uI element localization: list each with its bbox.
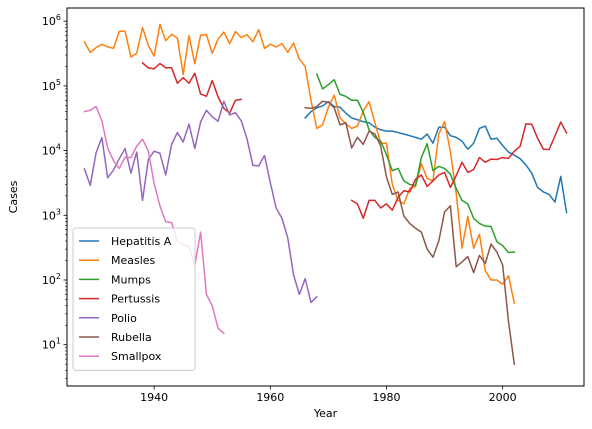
legend-box — [72, 227, 196, 371]
series-line-polio — [83, 100, 318, 304]
legend-label: Rubella — [111, 331, 152, 344]
y-tick-label: 104 — [42, 143, 61, 158]
series-line-pertussis — [141, 61, 568, 220]
legend: Hepatitis A Measles Mumps Pertussis Polio Rub… — [72, 227, 196, 371]
legend-label: Measles — [111, 254, 156, 267]
x-tick-label: 1960 — [256, 391, 284, 404]
y-tick-label: 106 — [42, 13, 61, 28]
x-tick-label: 1980 — [372, 391, 400, 404]
plot-frame — [66, 7, 585, 387]
legend-label: Smallpox — [111, 350, 162, 363]
y-tick-label: 105 — [42, 78, 61, 93]
legend-label: Hepatitis A — [111, 235, 172, 248]
x-axis: 1940 1960 1980 2000 — [140, 386, 517, 404]
y-axis: 101 102 103 104 105 106 — [42, 13, 67, 379]
legend-label: Mumps — [111, 273, 151, 286]
y-tick-label: 101 — [42, 337, 61, 352]
legend-label: Polio — [111, 312, 137, 325]
series-line-smallpox — [83, 105, 225, 335]
series-layer — [83, 23, 568, 366]
x-tick-label: 1940 — [140, 391, 168, 404]
legend-label: Pertussis — [111, 293, 160, 306]
series-line-rubella — [304, 100, 516, 366]
series-line-mumps — [315, 73, 516, 254]
x-tick-label: 2000 — [489, 391, 517, 404]
series-line-hepatitis-a — [304, 100, 568, 214]
y-axis-label: Cases — [7, 180, 20, 213]
y-tick-label: 103 — [42, 207, 61, 222]
y-tick-label: 102 — [42, 272, 61, 287]
x-axis-label: Year — [313, 407, 338, 420]
series-line-measles — [83, 23, 516, 304]
